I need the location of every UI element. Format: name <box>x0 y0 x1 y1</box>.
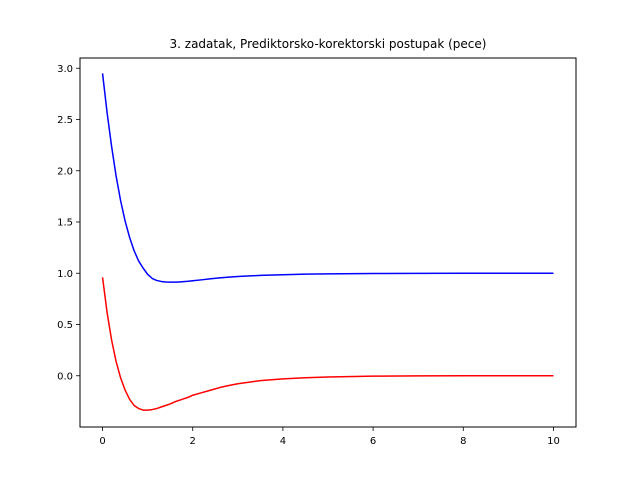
chart-title: 3. zadatak, Prediktorsko-korektorski pos… <box>170 37 487 51</box>
y-tick-label: 1.5 <box>57 218 73 229</box>
y-tick-label: 2.5 <box>57 115 73 126</box>
plot-area <box>101 73 554 411</box>
x-tick-label: 2 <box>190 436 196 447</box>
x-tick-label: 10 <box>547 436 560 447</box>
x-axis: 0 2 4 6 8 10 <box>99 427 560 447</box>
y-tick-label: 2.0 <box>57 166 73 177</box>
series-line-2 <box>101 277 554 411</box>
y-axis: 0.0 0.5 1.0 1.5 2.0 2.5 3.0 <box>57 64 80 382</box>
y-tick-label: 1.0 <box>57 269 73 280</box>
series-line-1 <box>101 73 554 283</box>
y-tick-label: 3.0 <box>57 64 73 75</box>
axes-frame <box>79 57 577 428</box>
y-tick-label: 0.0 <box>57 371 73 382</box>
x-tick-label: 8 <box>460 436 466 447</box>
x-tick-label: 4 <box>280 436 286 447</box>
y-tick-label: 0.5 <box>57 320 73 331</box>
x-tick-label: 0 <box>99 436 105 447</box>
x-tick-label: 6 <box>370 436 376 447</box>
